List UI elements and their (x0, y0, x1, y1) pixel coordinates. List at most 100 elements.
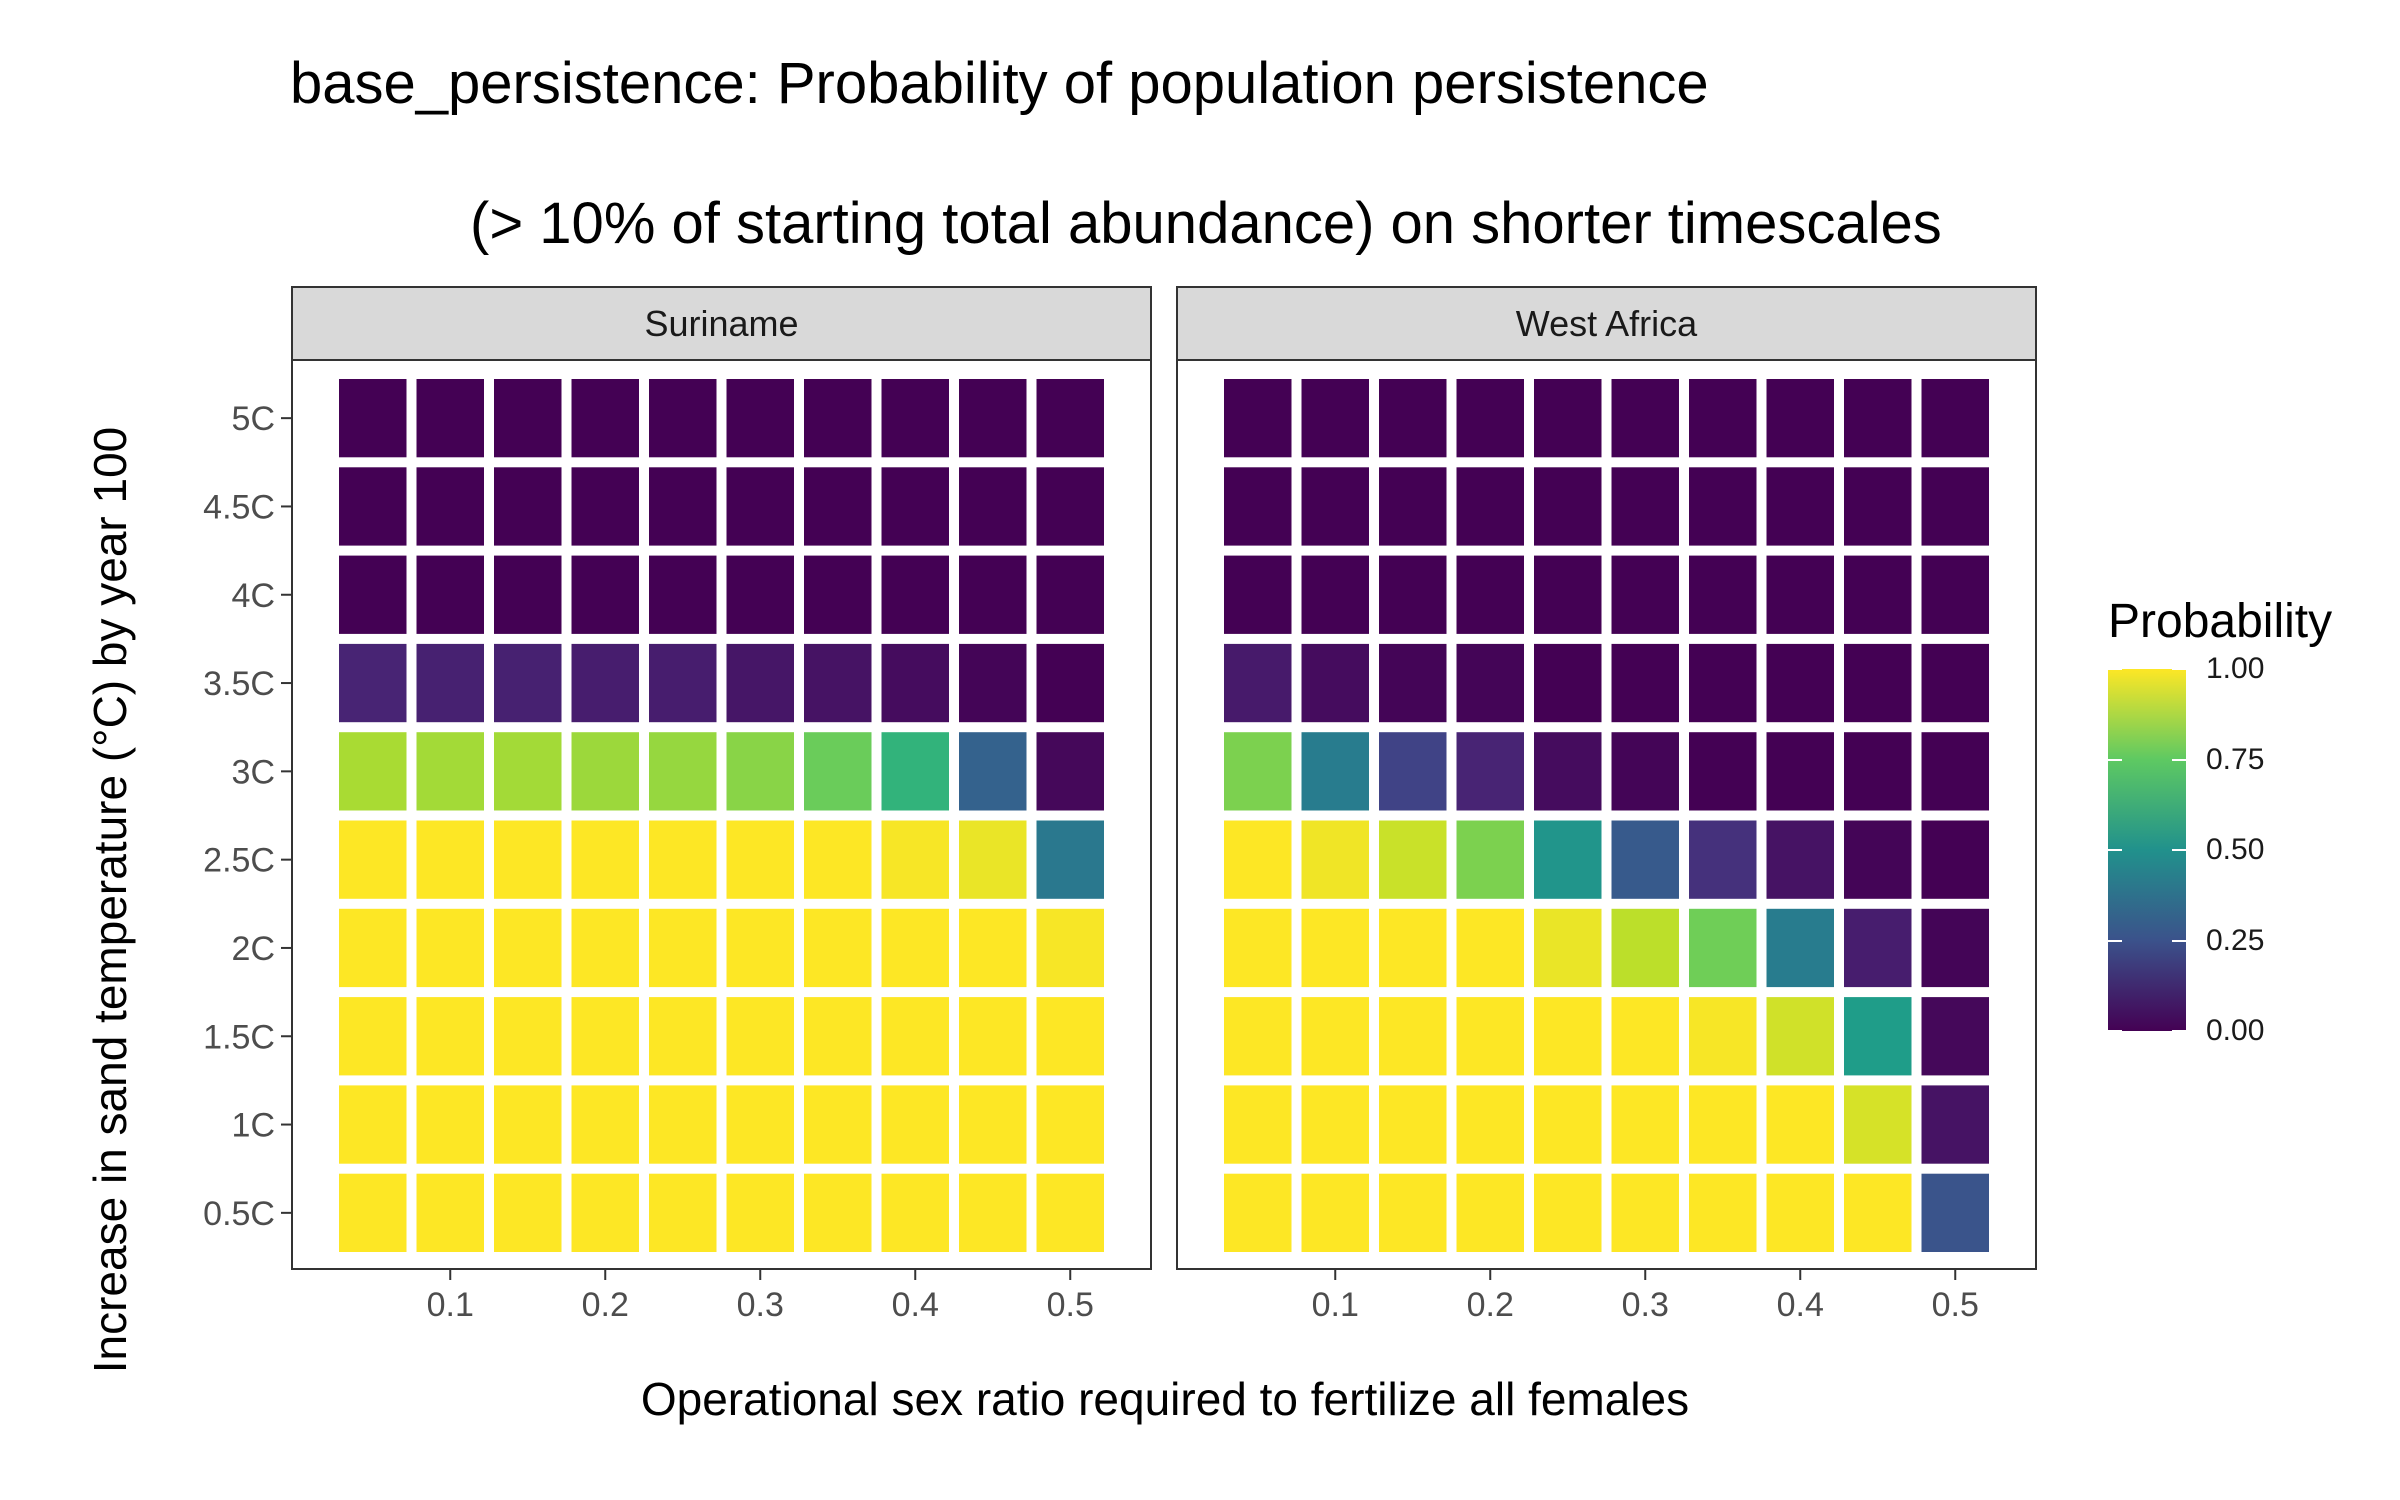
heatmap-tile (881, 997, 949, 1076)
heatmap-tile (1301, 997, 1369, 1076)
heatmap-tile (959, 379, 1027, 458)
heatmap-tile (494, 997, 562, 1076)
heatmap-tile (1379, 379, 1447, 458)
heatmap-tile (1689, 555, 1757, 634)
heatmap-tile (571, 643, 639, 723)
heatmap-tile (1844, 555, 1912, 634)
heatmap-tile (1921, 732, 1989, 811)
heatmap-tile (1611, 732, 1679, 811)
y-tick-label: 2C (232, 930, 275, 968)
chart-title: base_persistence: Probability of populat… (290, 51, 1709, 116)
legend-tick-mark (2108, 668, 2122, 670)
heatmap-tile (339, 467, 407, 546)
heatmap-tile (1379, 908, 1447, 988)
heatmap-tile (1379, 1173, 1447, 1252)
heatmap-tile (1611, 643, 1679, 723)
heatmap-tile (339, 1085, 407, 1164)
heatmap-tile (1689, 643, 1757, 723)
heatmap-tile (1301, 908, 1369, 988)
legend-tick-label: 0.00 (2206, 1014, 2265, 1047)
heatmap-tile (804, 820, 872, 899)
heatmap-tile (1689, 997, 1757, 1076)
heatmap-tile (726, 997, 794, 1076)
heatmap-tile (571, 1085, 639, 1164)
x-tick-label: 0.1 (427, 1286, 474, 1324)
heatmap-tile (959, 732, 1027, 811)
heatmap-tile (1534, 732, 1602, 811)
heatmap-tile (1611, 1085, 1679, 1164)
heatmap-tile (1036, 820, 1104, 899)
heatmap-tile (1379, 643, 1447, 723)
heatmap-tile (1766, 379, 1834, 458)
y-tick-label: 4C (232, 577, 275, 615)
heatmap-tile (1224, 1173, 1292, 1252)
heatmap-tile (1611, 820, 1679, 899)
heatmap-tile (1921, 555, 1989, 634)
heatmap-tile (1036, 997, 1104, 1076)
heatmap-tile (649, 555, 717, 634)
heatmap-tile (339, 732, 407, 811)
heatmap-tile (881, 643, 949, 723)
heatmap-tile (1224, 379, 1292, 458)
heatmap-tile (339, 555, 407, 634)
heatmap-tile (1844, 379, 1912, 458)
heatmap-tile (571, 467, 639, 546)
heatmap-tile (1921, 820, 1989, 899)
heatmap-tile (959, 820, 1027, 899)
heatmap-tile (1379, 732, 1447, 811)
heatmap-tile (804, 555, 872, 634)
heatmap-tile (571, 379, 639, 458)
heatmap-tile (1379, 820, 1447, 899)
heatmap-tile (1534, 997, 1602, 1076)
heatmap-tile (1456, 1085, 1524, 1164)
heatmap-tile (1036, 908, 1104, 988)
heatmap-tile (571, 908, 639, 988)
heatmap-tile (1766, 1173, 1834, 1252)
legend-tick-mark (2108, 1030, 2122, 1032)
heatmap-tile (1689, 1085, 1757, 1164)
heatmap-tile (1456, 643, 1524, 723)
heatmap-tile (1301, 467, 1369, 546)
x-tick-label: 0.1 (1312, 1286, 1359, 1324)
heatmap-tile (416, 997, 484, 1076)
facet-strip-suriname: Suriname (291, 286, 1152, 361)
heatmap-tile (959, 467, 1027, 546)
heatmap-tile (416, 908, 484, 988)
x-tick-label: 0.5 (1047, 1286, 1094, 1324)
heatmap-tile (1224, 908, 1292, 988)
heatmap-tile (1611, 997, 1679, 1076)
heatmap-tile (804, 467, 872, 546)
x-tick-label: 0.2 (1467, 1286, 1514, 1324)
heatmap-tile (1844, 1085, 1912, 1164)
y-tick-label: 4.5C (203, 488, 275, 526)
heatmap-tile (1611, 555, 1679, 634)
heatmap-tile (726, 555, 794, 634)
heatmap-tile (1301, 732, 1369, 811)
heatmap-tile (1921, 1085, 1989, 1164)
legend-tick-mark (2172, 758, 2186, 761)
heatmap-tile (1456, 820, 1524, 899)
heatmap-tile (1301, 379, 1369, 458)
heatmap-tile (1379, 1085, 1447, 1164)
heatmap-tile (1766, 1085, 1834, 1164)
heatmap-tile (1224, 643, 1292, 723)
x-axis-label: Operational sex ratio required to fertil… (640, 1373, 1690, 1425)
heatmap-tile (339, 908, 407, 988)
heatmap-tile (1611, 379, 1679, 458)
heatmap-tile (1036, 732, 1104, 811)
heatmap-tile (649, 1173, 717, 1252)
heatmap-tile (1456, 379, 1524, 458)
heatmap-tile (1456, 555, 1524, 634)
heatmap-tile (804, 379, 872, 458)
heatmap-tile (1534, 643, 1602, 723)
heatmap-tile (1689, 1173, 1757, 1252)
heatmap-tile (1534, 379, 1602, 458)
heatmap-tile (804, 1085, 872, 1164)
heatmap-tile (1534, 467, 1602, 546)
heatmap-tile (416, 555, 484, 634)
heatmap-tile (1611, 908, 1679, 988)
legend-tick-mark (2108, 758, 2122, 761)
heatmap-tile (726, 379, 794, 458)
heatmap-tile (1379, 555, 1447, 634)
heatmap-tile (1301, 1085, 1369, 1164)
